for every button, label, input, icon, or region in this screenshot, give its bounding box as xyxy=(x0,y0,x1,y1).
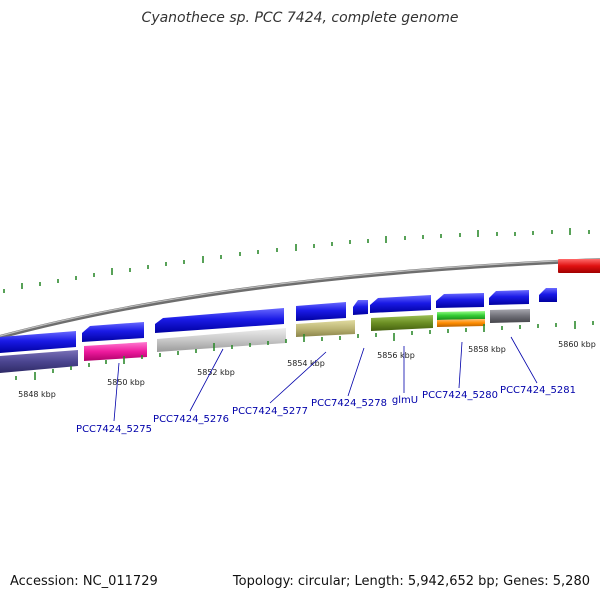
gene-label[interactable]: PCC7424_5281 xyxy=(500,385,576,396)
tick-label: 5856 kbp xyxy=(377,351,415,360)
genome-backbone xyxy=(0,258,600,339)
gene-forward-arrow[interactable] xyxy=(296,302,346,321)
gene-gray[interactable] xyxy=(490,309,530,323)
outer-ticks xyxy=(3,228,590,293)
tick-label: 5848 kbp xyxy=(18,390,56,399)
tick-label: 5858 kbp xyxy=(468,345,506,354)
gene-forward-arrow[interactable] xyxy=(370,295,431,313)
genome-title: Cyanothece sp. PCC 7424, complete genome xyxy=(141,10,459,26)
gene-forward-arrow[interactable] xyxy=(353,300,368,315)
tick-label: 5852 kbp xyxy=(197,368,235,377)
inner-ticks xyxy=(15,321,594,380)
gene-label[interactable]: PCC7424_5276 xyxy=(153,414,229,425)
gene-silver[interactable] xyxy=(157,328,286,352)
gene-forward-arrow[interactable] xyxy=(82,322,144,342)
tick-label: 5854 kbp xyxy=(287,359,325,368)
gene-khaki[interactable] xyxy=(296,320,355,337)
gene-forward-arrow[interactable] xyxy=(436,293,484,308)
tick-label: 5860 kbp xyxy=(558,340,596,349)
gene-labels: PCC7424_5275 PCC7424_5276 PCC7424_5277 P… xyxy=(76,385,576,435)
gene-green[interactable] xyxy=(437,311,485,320)
gene-forward-arrow[interactable] xyxy=(0,331,76,353)
gene-label[interactable]: glmU xyxy=(392,395,418,406)
gene-orange[interactable] xyxy=(437,319,485,327)
gene-label[interactable]: PCC7424_5277 xyxy=(232,406,308,417)
genome-stats-text: Topology: circular; Length: 5,942,652 bp… xyxy=(232,574,590,589)
gene-olive[interactable] xyxy=(371,315,433,331)
gene-forward-arrow[interactable] xyxy=(155,308,284,333)
gene-label[interactable]: PCC7424_5278 xyxy=(311,398,387,409)
gene-label[interactable]: PCC7424_5280 xyxy=(422,390,498,401)
forward-strand-genes xyxy=(0,288,557,353)
reverse-strand-genes xyxy=(0,309,530,373)
accession-text: Accession: NC_011729 xyxy=(10,574,158,589)
gene-pink[interactable] xyxy=(84,342,147,361)
tick-labels: 5848 kbp 5850 kbp 5852 kbp 5854 kbp 5856… xyxy=(18,340,596,399)
gene-forward-arrow[interactable] xyxy=(489,290,529,305)
label-leaders xyxy=(113,336,538,422)
gene-purple[interactable] xyxy=(0,350,78,373)
gene-forward-arrow[interactable] xyxy=(539,288,557,302)
tick-label: 5850 kbp xyxy=(107,378,145,387)
gene-label[interactable]: PCC7424_5275 xyxy=(76,424,152,435)
red-feature[interactable] xyxy=(558,259,600,273)
